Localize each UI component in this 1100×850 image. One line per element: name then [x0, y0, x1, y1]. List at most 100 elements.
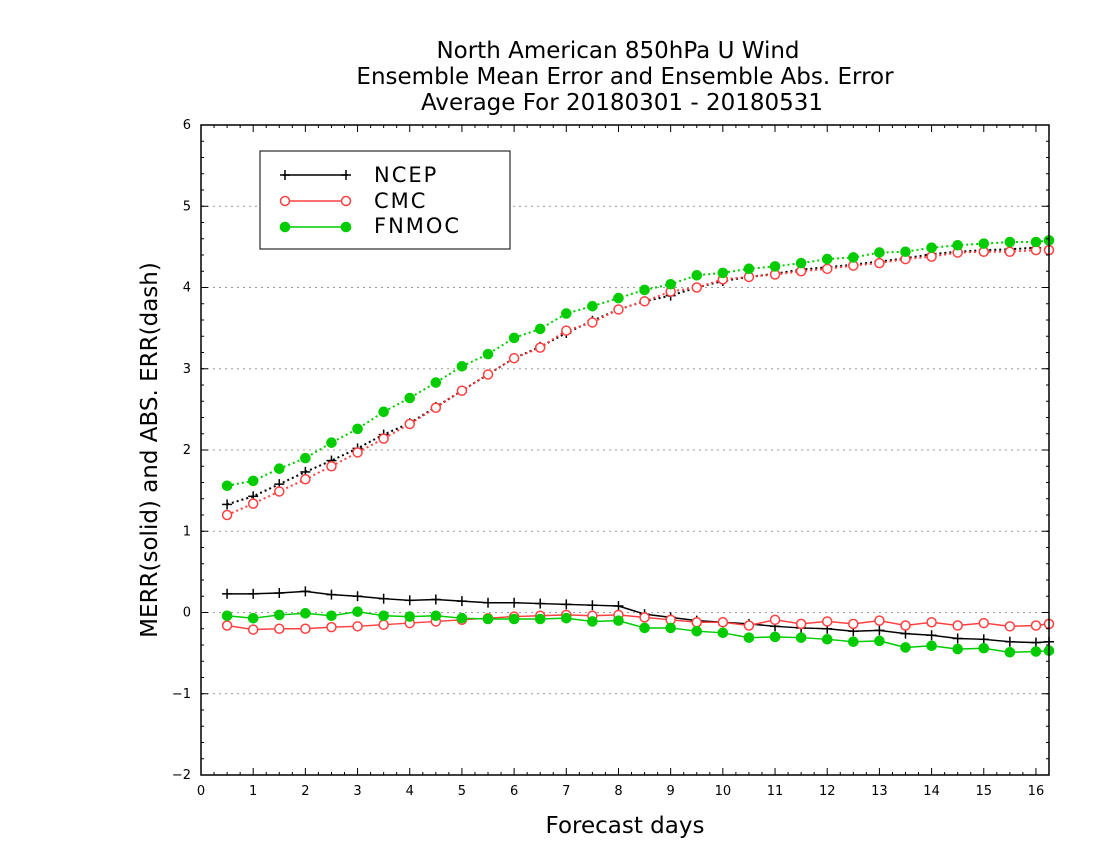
data-point-cmc-mean-error [743, 620, 755, 631]
data-point-fnmoc-abs-error [378, 406, 389, 418]
x-axis-label: Forecast days [546, 813, 705, 839]
x-tick-label: 1 [249, 784, 257, 799]
x-tick-label: 16 [1028, 784, 1045, 799]
data-point-fnmoc-mean-error [613, 615, 624, 626]
y-axis-label: MERR(solid) and ABS. ERR(dash) [137, 262, 163, 638]
data-point-cmc-mean-error [378, 619, 389, 630]
data-point-fnmoc-mean-error [691, 625, 703, 637]
data-point-fnmoc-mean-error [534, 613, 546, 625]
data-point-fnmoc-abs-error [1004, 236, 1016, 248]
legend-marker-cmc [279, 195, 291, 207]
series-line-cmc-mean-error [226, 614, 1050, 631]
legend-marker-fnmoc [279, 221, 291, 233]
data-point-cmc-mean-error [221, 620, 233, 631]
series-fnmoc-abs-error [221, 235, 1055, 492]
data-point-cmc-abs-error [534, 342, 546, 353]
data-point-fnmoc-mean-error [848, 636, 859, 648]
data-point-fnmoc-abs-error [874, 247, 885, 258]
data-point-fnmoc-abs-error [221, 480, 233, 492]
data-point-fnmoc-abs-error [587, 300, 598, 312]
data-point-cmc-mean-error [848, 618, 859, 630]
series-line-fnmoc-abs-error [226, 239, 1050, 487]
data-point-fnmoc-mean-error [978, 642, 990, 654]
legend: NCEP CMC FNMOC [259, 150, 511, 250]
data-point-fnmoc-abs-error [404, 392, 416, 404]
data-point-fnmoc-mean-error [952, 643, 963, 655]
data-point-fnmoc-mean-error [900, 642, 911, 653]
data-point-fnmoc-abs-error [560, 308, 572, 319]
data-point-fnmoc-mean-error [352, 606, 363, 617]
data-point-cmc-abs-error [691, 282, 703, 293]
x-tick-label: 6 [510, 784, 518, 799]
data-point-fnmoc-abs-error [613, 292, 624, 304]
data-point-cmc-mean-error [300, 623, 311, 634]
legend-marker-cmc [340, 195, 352, 207]
data-point-fnmoc-abs-error [300, 452, 311, 464]
data-point-fnmoc-mean-error [560, 612, 572, 624]
chart-title-line-2: Ensemble Mean Error and Ensemble Abs. Er… [356, 64, 894, 90]
data-point-ncep-mean-error [1004, 636, 1015, 647]
legend-label-cmc: CMC [374, 189, 427, 213]
data-point-fnmoc-abs-error [795, 257, 807, 269]
data-point-cmc-mean-error [247, 624, 259, 635]
data-point-fnmoc-abs-error [534, 323, 546, 335]
data-point-fnmoc-mean-error [1004, 647, 1016, 658]
data-point-cmc-mean-error [639, 612, 650, 623]
data-point-fnmoc-mean-error [769, 631, 781, 643]
data-point-fnmoc-mean-error [404, 611, 416, 622]
series-line-cmc-abs-error [226, 249, 1049, 516]
data-point-cmc-mean-error [978, 617, 990, 629]
data-point-cmc-abs-error [561, 325, 572, 336]
x-tick-label: 8 [614, 784, 622, 799]
y-tick-label: 0 [183, 606, 191, 621]
data-point-fnmoc-mean-error [926, 640, 937, 652]
data-point-ncep-mean-error [509, 597, 520, 608]
y-tick-label: 4 [183, 281, 191, 296]
data-point-cmc-abs-error [821, 263, 833, 275]
series-line-fnmoc-mean-error [227, 610, 1050, 654]
y-tick-label: 2 [183, 443, 191, 458]
data-point-ncep-mean-error [952, 633, 963, 644]
data-point-fnmoc-abs-error [769, 261, 781, 272]
data-point-ncep-mean-error [926, 630, 937, 641]
data-point-fnmoc-mean-error [482, 613, 494, 625]
data-point-cmc-mean-error [274, 623, 285, 634]
x-tick-label: 13 [871, 784, 888, 799]
data-point-fnmoc-mean-error [874, 635, 885, 647]
data-point-cmc-mean-error [717, 617, 729, 628]
y-tick-label: 6 [183, 118, 191, 133]
y-tick-label: 5 [183, 199, 191, 214]
data-point-cmc-abs-error [1004, 246, 1016, 257]
data-point-cmc-abs-error [352, 447, 363, 458]
series-cmc-mean-error [221, 609, 1055, 635]
data-point-cmc-abs-error [300, 474, 311, 485]
series-ncep-abs-error [222, 242, 1054, 510]
data-point-cmc-mean-error [1030, 620, 1042, 631]
data-point-fnmoc-mean-error [273, 609, 285, 621]
x-tick-label: 4 [406, 784, 414, 799]
data-point-ncep-mean-error [1030, 637, 1041, 648]
data-point-fnmoc-abs-error [952, 239, 963, 251]
data-point-fnmoc-abs-error [352, 423, 363, 435]
data-point-cmc-mean-error [926, 617, 937, 628]
y-tick-label: 3 [183, 362, 191, 377]
series-line-ncep-abs-error [226, 246, 1050, 506]
x-tick-label: 10 [715, 784, 732, 799]
x-tick-label: 12 [819, 784, 836, 799]
data-point-cmc-abs-error [221, 509, 233, 521]
data-point-ncep-mean-error [326, 589, 337, 600]
data-point-fnmoc-abs-error [482, 348, 494, 360]
data-point-cmc-abs-error [274, 486, 285, 497]
data-point-cmc-mean-error [326, 621, 337, 633]
data-point-fnmoc-abs-error [1030, 236, 1042, 248]
legend-label-ncep: NCEP [374, 163, 438, 187]
data-point-cmc-mean-error [352, 621, 363, 632]
x-tick-label: 2 [301, 784, 309, 799]
data-point-fnmoc-abs-error [326, 437, 337, 448]
data-point-cmc-mean-error [795, 618, 807, 630]
data-point-ncep-mean-error [404, 595, 415, 606]
data-point-fnmoc-abs-error [665, 278, 676, 290]
data-point-ncep-mean-error [248, 588, 259, 599]
data-point-fnmoc-abs-error [848, 252, 859, 263]
